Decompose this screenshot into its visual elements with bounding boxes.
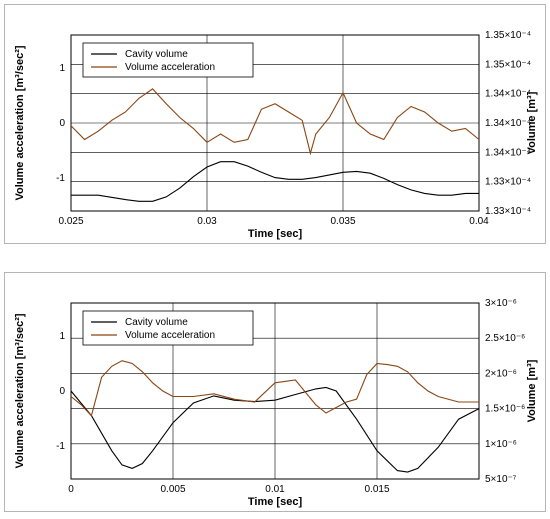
- series-line-cavity-volume: [70, 386, 480, 473]
- legend-entry: Volume acceleration: [125, 62, 215, 73]
- legend-entry: Cavity volume: [125, 317, 188, 328]
- x-tick-label: 0.04: [469, 216, 489, 227]
- x-axis-label: Time [sec]: [248, 496, 303, 508]
- legend-entry: Cavity volume: [125, 49, 188, 60]
- y-right-tick-label: 1.34×10⁻⁴: [485, 89, 531, 100]
- chart-svg-top: 0.025 0.03 0.035 0.04 -1 0 1 1.33×10⁻⁴ 1.33×10⁻⁴…: [14, 30, 538, 240]
- y-left-tick-label: -1: [56, 173, 65, 184]
- x-tick-label: 0.025: [58, 216, 83, 227]
- x-tick-label: 0: [68, 484, 74, 495]
- y-right-tick-label: 1.5×10⁻⁶: [485, 404, 525, 415]
- x-tick-label: 0.035: [330, 216, 355, 227]
- x-tick-label: 0.005: [160, 484, 185, 495]
- y-left-axis-label: Volume acceleration [m³/sec²]: [14, 313, 26, 468]
- legend-entry: Volume acceleration: [125, 330, 215, 341]
- series-line-volume-acceleration: [70, 360, 479, 417]
- y-right-axis-label: Volume [m³]: [526, 91, 538, 154]
- y-right-tick-label: 1.34×10⁻⁴: [485, 118, 531, 129]
- legend-box: [82, 310, 254, 346]
- x-axis-label: Time [sec]: [248, 228, 303, 240]
- y-right-tick-label: 2.5×10⁻⁶: [485, 333, 525, 344]
- y-right-tick-label: 1.33×10⁻⁴: [485, 206, 531, 217]
- chart-svg-bottom: 0 0.005 0.01 0.015 -1 0 1 5×10⁻⁷ 1×10⁻⁶ 1.5×10⁻⁶ 2…: [14, 298, 538, 508]
- y-left-tick-label: -1: [56, 441, 65, 452]
- y-left-tick-label: 0: [59, 118, 65, 129]
- y-right-tick-label: 5×10⁻⁷: [485, 474, 517, 485]
- y-right-tick-label: 1×10⁻⁶: [485, 439, 517, 450]
- y-right-axis-label: Volume [m³]: [526, 359, 538, 422]
- y-right-tick-label: 1.34×10⁻⁴: [485, 147, 531, 158]
- y-right-tick-label: 1.33×10⁻⁴: [485, 177, 531, 188]
- x-tick-label: 0.03: [197, 216, 217, 227]
- y-right-tick-label: 2×10⁻⁶: [485, 368, 517, 379]
- y-right-tick-label: 1.35×10⁻⁴: [485, 59, 531, 70]
- y-left-tick-label: 0: [59, 386, 65, 397]
- chart-panel-bottom: 0 0.005 0.01 0.015 -1 0 1 5×10⁻⁷ 1×10⁻⁶ 1.5×10⁻⁶ 2…: [4, 272, 546, 512]
- legend-box: [82, 42, 254, 78]
- y-left-tick-label: 1: [59, 63, 65, 74]
- x-tick-label: 0.015: [364, 484, 389, 495]
- y-left-tick-label: 1: [59, 331, 65, 342]
- y-right-tick-label: 3×10⁻⁶: [485, 298, 517, 309]
- y-left-axis-label: Volume acceleration [m³/sec²]: [14, 45, 26, 200]
- chart-panel-top: 0.025 0.03 0.035 0.04 -1 0 1 1.33×10⁻⁴ 1.33×10⁻⁴…: [4, 4, 546, 244]
- x-tick-label: 0.01: [265, 484, 285, 495]
- y-right-tick-label: 1.35×10⁻⁴: [485, 30, 531, 41]
- series-line-cavity-volume: [71, 161, 479, 202]
- series-line-volume-acceleration: [70, 88, 480, 156]
